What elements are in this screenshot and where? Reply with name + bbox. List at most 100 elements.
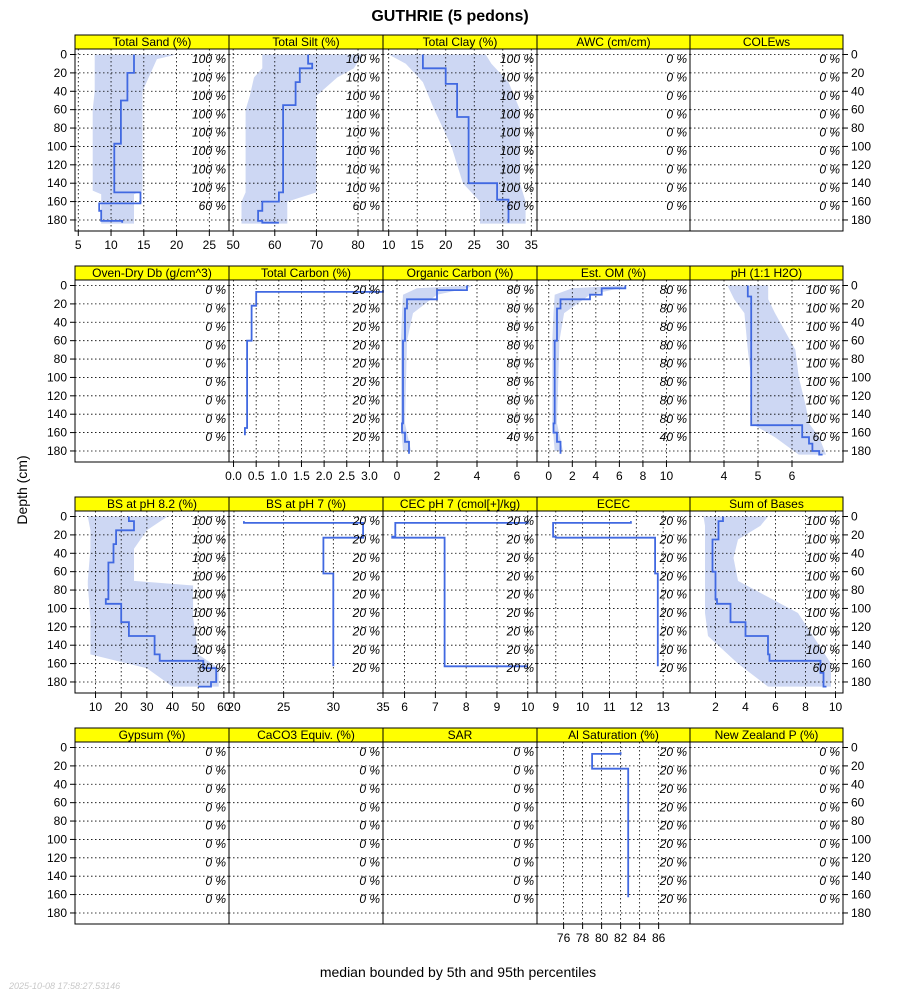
panel-title: Organic Carbon (%) — [407, 266, 514, 280]
y-tick-label: 100 — [851, 139, 871, 153]
contribution-label: 0 % — [666, 70, 687, 84]
contribution-label: 20 % — [659, 874, 688, 888]
contribution-label: 20 % — [659, 514, 688, 528]
panel-1: Total Sand (%)100 %100 %100 %100 %100 %1… — [47, 34, 230, 252]
x-tick-label: 0.0 — [225, 469, 242, 483]
panel-20: New Zealand P (%)0 %0 %0 %0 %0 %0 %0 %0 … — [689, 727, 871, 925]
panel-10: pH (1:1 H2O) 100 % 100 % 100 % 100 % 100 % 100… — [689, 265, 871, 483]
contribution-label: 0 % — [205, 412, 226, 426]
median-line — [401, 285, 468, 454]
x-tick-label: 8 — [463, 700, 470, 714]
contribution-label: 40 % — [507, 430, 535, 444]
y-tick-label: 80 — [851, 352, 865, 366]
contribution-label: 80 % — [507, 338, 535, 352]
y-tick-label: 180 — [47, 213, 67, 227]
contribution-label: 0 % — [666, 181, 687, 195]
x-tick-label: 50 — [226, 238, 240, 252]
contribution-label: 60 % — [813, 430, 841, 444]
contribution-label: 0 % — [513, 819, 534, 833]
y-tick-label: 120 — [47, 389, 67, 403]
contribution-label: 0 % — [819, 874, 840, 888]
y-tick-label: 140 — [851, 176, 871, 190]
contribution-label: 80 % — [660, 320, 688, 334]
contribution-label: 20 % — [659, 745, 688, 759]
y-tick-label: 160 — [851, 657, 871, 671]
contribution-label: 0 % — [205, 800, 226, 814]
contribution-label: 100 % — [500, 144, 534, 158]
contribution-label: 20 % — [659, 819, 688, 833]
panel-19: Al Saturation (%)20 %20 %20 %20 %20 %20 … — [536, 727, 691, 945]
contribution-label: 0 % — [819, 800, 840, 814]
percentile-band — [401, 285, 473, 451]
contribution-label: 0 % — [666, 126, 687, 140]
x-tick-label: 10 — [89, 700, 103, 714]
panel-11: BS at pH 8.2 (%) 100 % 100 % 100 % 100 % 100 … — [47, 496, 231, 714]
contribution-label: 0 % — [359, 782, 380, 796]
contribution-label: 0 % — [205, 763, 226, 777]
median-line — [257, 54, 314, 224]
contribution-label: 0 % — [819, 126, 840, 140]
panel-title: ECEC — [597, 497, 631, 511]
contribution-label: 0 % — [359, 800, 380, 814]
y-tick-label: 120 — [47, 851, 67, 865]
x-tick-label: 30 — [140, 700, 154, 714]
contribution-label: 20 % — [352, 606, 381, 620]
panel-16: Gypsum (%) 0 % 0 % 0 % 0 % 0 % 0 % 0 % 0 % 0 % 0 20… — [47, 727, 230, 925]
contribution-label: 100 % — [346, 126, 380, 140]
y-tick-label: 140 — [47, 638, 67, 652]
contribution-label: 100 % — [806, 338, 840, 352]
x-axis-label: median bounded by 5th and 95th percentil… — [320, 964, 596, 980]
contribution-label: 80 % — [507, 375, 535, 389]
median-line — [711, 516, 827, 688]
contribution-label: 0 % — [819, 837, 840, 851]
y-tick-label: 180 — [851, 213, 871, 227]
percentile-band — [87, 516, 219, 687]
y-axis-label: Depth (cm) — [14, 455, 30, 524]
contribution-label: 100 % — [806, 320, 840, 334]
x-tick-label: 1.5 — [293, 469, 310, 483]
median-line — [552, 285, 627, 454]
median-line — [243, 521, 364, 667]
contribution-label: 20 % — [659, 551, 688, 565]
contribution-label: 0 % — [359, 892, 380, 906]
contribution-label: 20 % — [352, 551, 381, 565]
x-tick-label: 0.5 — [248, 469, 265, 483]
y-tick-label: 100 — [851, 832, 871, 846]
y-tick-label: 140 — [47, 869, 67, 883]
contribution-label: 0 % — [513, 892, 534, 906]
y-tick-label: 0 — [60, 741, 67, 755]
contribution-label: 0 % — [205, 855, 226, 869]
contribution-label: 100 % — [192, 89, 226, 103]
panel-9: Est. OM (%) 80 % 80 % 80 % 80 % 80 % 80 % 80 % 8… — [536, 265, 691, 483]
contribution-label: 0 % — [819, 70, 840, 84]
contribution-label: 100 % — [192, 569, 226, 583]
x-tick-label: 4 — [721, 469, 728, 483]
percentile-band — [92, 54, 177, 224]
contribution-label: 0 % — [359, 763, 380, 777]
panel-title: New Zealand P (%) — [715, 728, 819, 742]
panel-title: CaCO3 Equiv. (%) — [257, 728, 355, 742]
contribution-label: 100 % — [346, 107, 380, 121]
contribution-label: 0 % — [359, 874, 380, 888]
y-tick-label: 40 — [54, 777, 68, 791]
contribution-label: 0 % — [819, 52, 840, 66]
contribution-label: 20 % — [506, 624, 535, 638]
y-tick-label: 20 — [54, 297, 68, 311]
y-tick-label: 100 — [851, 601, 871, 615]
panel-border — [689, 741, 844, 925]
contribution-label: 0 % — [513, 874, 534, 888]
y-tick-label: 0 — [60, 279, 67, 293]
y-tick-label: 100 — [47, 139, 67, 153]
contribution-label: 40 % — [660, 430, 688, 444]
y-tick-label: 20 — [851, 297, 865, 311]
x-tick-label: 10 — [104, 238, 118, 252]
contribution-label: 20 % — [506, 643, 535, 657]
contribution-label: 60 % — [813, 661, 841, 675]
contribution-label: 0 % — [819, 819, 840, 833]
x-tick-label: 84 — [633, 931, 647, 945]
contribution-label: 100 % — [346, 70, 380, 84]
x-tick-label: 30 — [327, 700, 341, 714]
y-tick-label: 80 — [54, 352, 68, 366]
x-tick-label: 6 — [401, 700, 408, 714]
